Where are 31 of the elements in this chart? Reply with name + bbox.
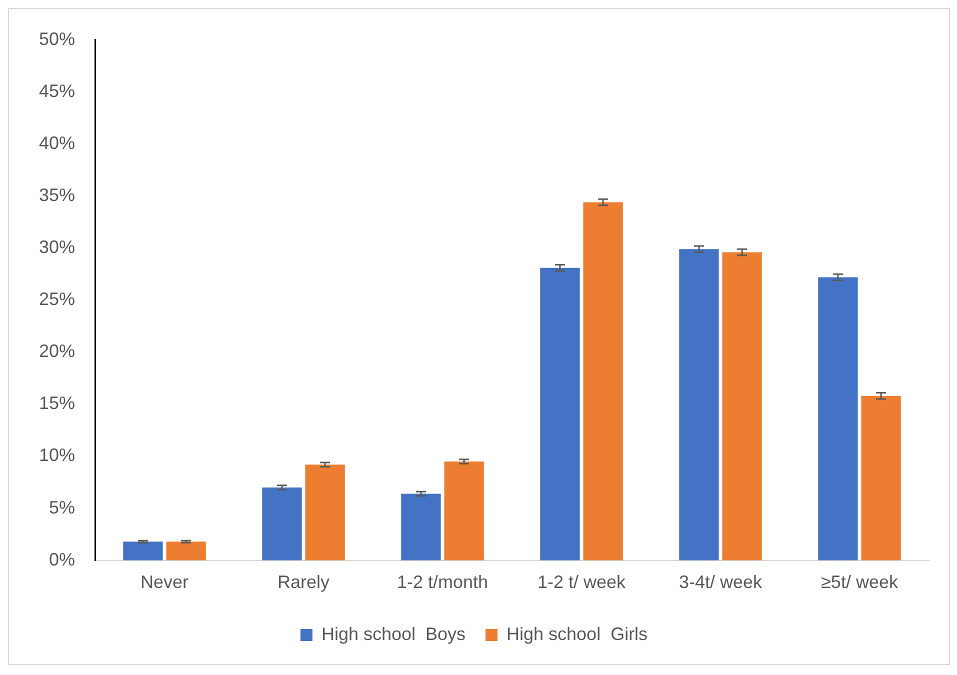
legend-label: High school Girls (506, 624, 648, 644)
y-tick-label: 0% (49, 549, 76, 570)
y-tick-label: 45% (38, 80, 76, 101)
y-tick-label: 5% (49, 497, 76, 518)
bar (679, 249, 719, 560)
bar (401, 494, 441, 560)
x-tick-label: 3-4t/ week (678, 572, 764, 592)
bar (305, 464, 345, 560)
bar (166, 542, 206, 560)
legend-label: High school Boys (321, 624, 466, 644)
y-tick-label: 50% (38, 28, 76, 49)
y-tick-label: 20% (38, 341, 76, 362)
y-tick-label: 30% (38, 237, 76, 258)
y-tick-label: 40% (38, 132, 76, 153)
bar (123, 542, 163, 560)
x-tick-label: Never (140, 572, 189, 592)
y-tick-label: 15% (38, 393, 76, 414)
x-tick-label: 1-2 t/month (396, 572, 488, 592)
x-tick-label: 1-2 t/ week (537, 572, 627, 592)
bar (540, 268, 580, 560)
bar (583, 202, 623, 560)
bar (722, 252, 762, 560)
x-tick-label: ≥5t/ week (821, 572, 899, 592)
x-tick-label: Rarely (278, 572, 330, 592)
bar (444, 461, 484, 560)
bar (262, 488, 302, 560)
y-tick-label: 35% (38, 184, 76, 205)
y-tick-label: 25% (38, 289, 76, 310)
y-tick-label: 10% (38, 445, 76, 466)
bar (861, 396, 901, 560)
bar (818, 277, 858, 560)
